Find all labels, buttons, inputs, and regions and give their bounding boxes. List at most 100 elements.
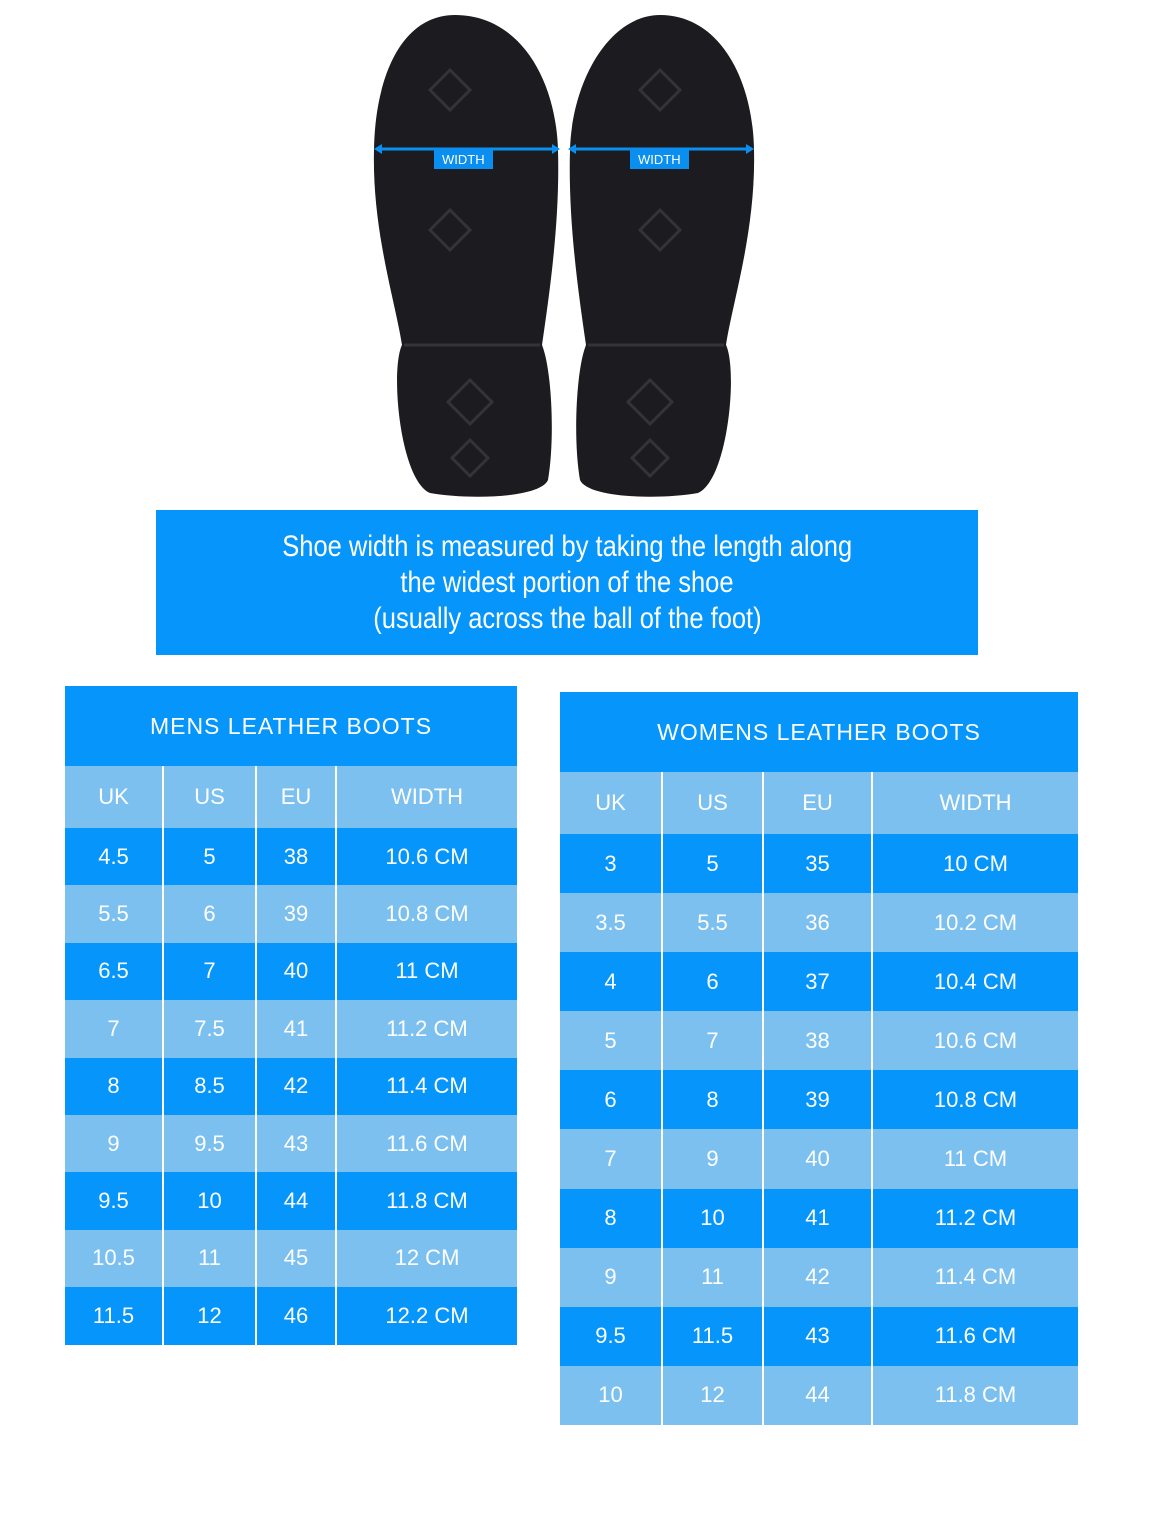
table-row: 6.5 7 40 11 CM (65, 942, 517, 1001)
table-cell: 3.5 (595, 909, 626, 935)
table-cell: 4.5 (98, 843, 129, 869)
table-row: 11.5 12 46 12.2 CM (65, 1287, 517, 1345)
column-header: WIDTH (871, 772, 1078, 834)
table-cell: 11.4 CM (871, 1247, 1078, 1307)
table-cell: 40 (762, 1129, 871, 1189)
table-cell: 6 (661, 952, 762, 1012)
table-row: 10.5 11 45 12 CM (65, 1229, 517, 1288)
table-row: 7 9 40 11 CM (560, 1129, 1078, 1189)
table-cell: 10.2 CM (871, 893, 1078, 953)
table-cell: 6 (604, 1086, 617, 1112)
table-cell: 11 CM (335, 942, 517, 1001)
table-cell: 10 CM (871, 834, 1078, 894)
table-cell: 41 (762, 1188, 871, 1248)
table-cell: 10.5 (92, 1245, 135, 1271)
table-cell: 44 (762, 1365, 871, 1425)
table-cell: 7.5 (162, 1000, 255, 1058)
table-cell: 7 (661, 1011, 762, 1071)
table-cell: 11.2 CM (871, 1188, 1078, 1248)
table-cell: 11.5 (92, 1302, 135, 1328)
table-cell: 38 (255, 828, 335, 886)
column-header: EU (762, 772, 871, 834)
column-header: EU (255, 766, 335, 828)
table-cell: 45 (255, 1229, 335, 1288)
table-cell: 10.8 CM (335, 885, 517, 943)
womens-table-title: WOMENS LEATHER BOOTS (560, 692, 1078, 772)
width-explanation-banner: Shoe width is measured by taking the len… (156, 510, 978, 655)
banner-line: the widest portion of the shoe (400, 565, 734, 599)
table-cell: 8.5 (162, 1057, 255, 1115)
table-cell: 10 (598, 1382, 623, 1408)
table-cell: 12 CM (335, 1229, 517, 1288)
table-row: 6 8 39 10.8 CM (560, 1070, 1078, 1130)
table-cell: 9.5 (98, 1188, 129, 1214)
table-cell: 8 (661, 1070, 762, 1130)
table-cell: 9.5 (162, 1114, 255, 1173)
table-cell: 10.8 CM (871, 1070, 1078, 1130)
shoe-soles-illustration: WIDTH WIDTH (360, 10, 770, 500)
table-cell: 9 (604, 1264, 617, 1290)
column-header: US (661, 772, 762, 834)
womens-size-table: WOMENS LEATHER BOOTS UK US EU WIDTH 3 5 35 10 C… (560, 692, 1078, 1425)
table-cell: 44 (255, 1172, 335, 1230)
table-cell: 39 (762, 1070, 871, 1130)
table-row: 9.5 10 44 11.8 CM (65, 1172, 517, 1230)
table-cell: 11.8 CM (335, 1172, 517, 1230)
table-row: 5 7 38 10.6 CM (560, 1011, 1078, 1071)
banner-line: Shoe width is measured by taking the len… (282, 529, 852, 563)
table-cell: 5 (661, 834, 762, 894)
table-row: 7 7.5 41 11.2 CM (65, 1000, 517, 1058)
table-cell: 10.6 CM (335, 828, 517, 886)
table-cell: 11.5 (661, 1306, 762, 1366)
table-cell: 11 (661, 1247, 762, 1307)
table-cell: 12 (162, 1287, 255, 1345)
column-header: UK (595, 790, 626, 815)
table-cell: 7 (107, 1015, 120, 1041)
table-cell: 5.5 (98, 901, 129, 927)
table-row: 3.5 5.5 36 10.2 CM (560, 893, 1078, 953)
column-header: WIDTH (335, 766, 517, 828)
table-cell: 11.6 CM (335, 1114, 517, 1173)
column-header: US (162, 766, 255, 828)
table-row: 9 11 42 11.4 CM (560, 1247, 1078, 1307)
table-cell: 11.4 CM (335, 1057, 517, 1115)
width-label-left: WIDTH (434, 150, 493, 169)
table-header-row: UK US EU WIDTH (65, 766, 517, 828)
table-cell: 6.5 (98, 958, 129, 984)
table-row: 5.5 6 39 10.8 CM (65, 885, 517, 943)
table-row: 9 9.5 43 11.6 CM (65, 1114, 517, 1173)
table-row: 8 10 41 11.2 CM (560, 1188, 1078, 1248)
table-cell: 39 (255, 885, 335, 943)
table-cell: 5 (604, 1027, 617, 1053)
table-cell: 10 (661, 1188, 762, 1248)
table-row: 4 6 37 10.4 CM (560, 952, 1078, 1012)
table-cell: 37 (762, 952, 871, 1012)
table-cell: 11.6 CM (871, 1306, 1078, 1366)
table-cell: 9.5 (595, 1323, 626, 1349)
sole-icon (373, 15, 755, 497)
table-cell: 38 (762, 1011, 871, 1071)
table-header-row: UK US EU WIDTH (560, 772, 1078, 834)
width-label-right: WIDTH (630, 150, 689, 169)
table-row: 9.5 11.5 43 11.6 CM (560, 1306, 1078, 1366)
table-cell: 5 (162, 828, 255, 886)
column-header: UK (98, 784, 129, 809)
table-row: 8 8.5 42 11.4 CM (65, 1057, 517, 1115)
table-cell: 12 (661, 1365, 762, 1425)
table-cell: 3 (604, 850, 617, 876)
table-cell: 7 (162, 942, 255, 1001)
table-cell: 10.6 CM (871, 1011, 1078, 1071)
table-cell: 41 (255, 1000, 335, 1058)
table-cell: 10 (162, 1172, 255, 1230)
table-cell: 36 (762, 893, 871, 953)
table-cell: 42 (255, 1057, 335, 1115)
table-cell: 11.8 CM (871, 1365, 1078, 1425)
table-cell: 40 (255, 942, 335, 1001)
table-row: 3 5 35 10 CM (560, 834, 1078, 894)
table-row: 4.5 5 38 10.6 CM (65, 828, 517, 886)
mens-size-table: MENS LEATHER BOOTS UK US EU WIDTH 4.5 5 38 10.6… (65, 686, 517, 1345)
table-cell: 8 (604, 1205, 617, 1231)
table-cell: 43 (762, 1306, 871, 1366)
table-cell: 10.4 CM (871, 952, 1078, 1012)
